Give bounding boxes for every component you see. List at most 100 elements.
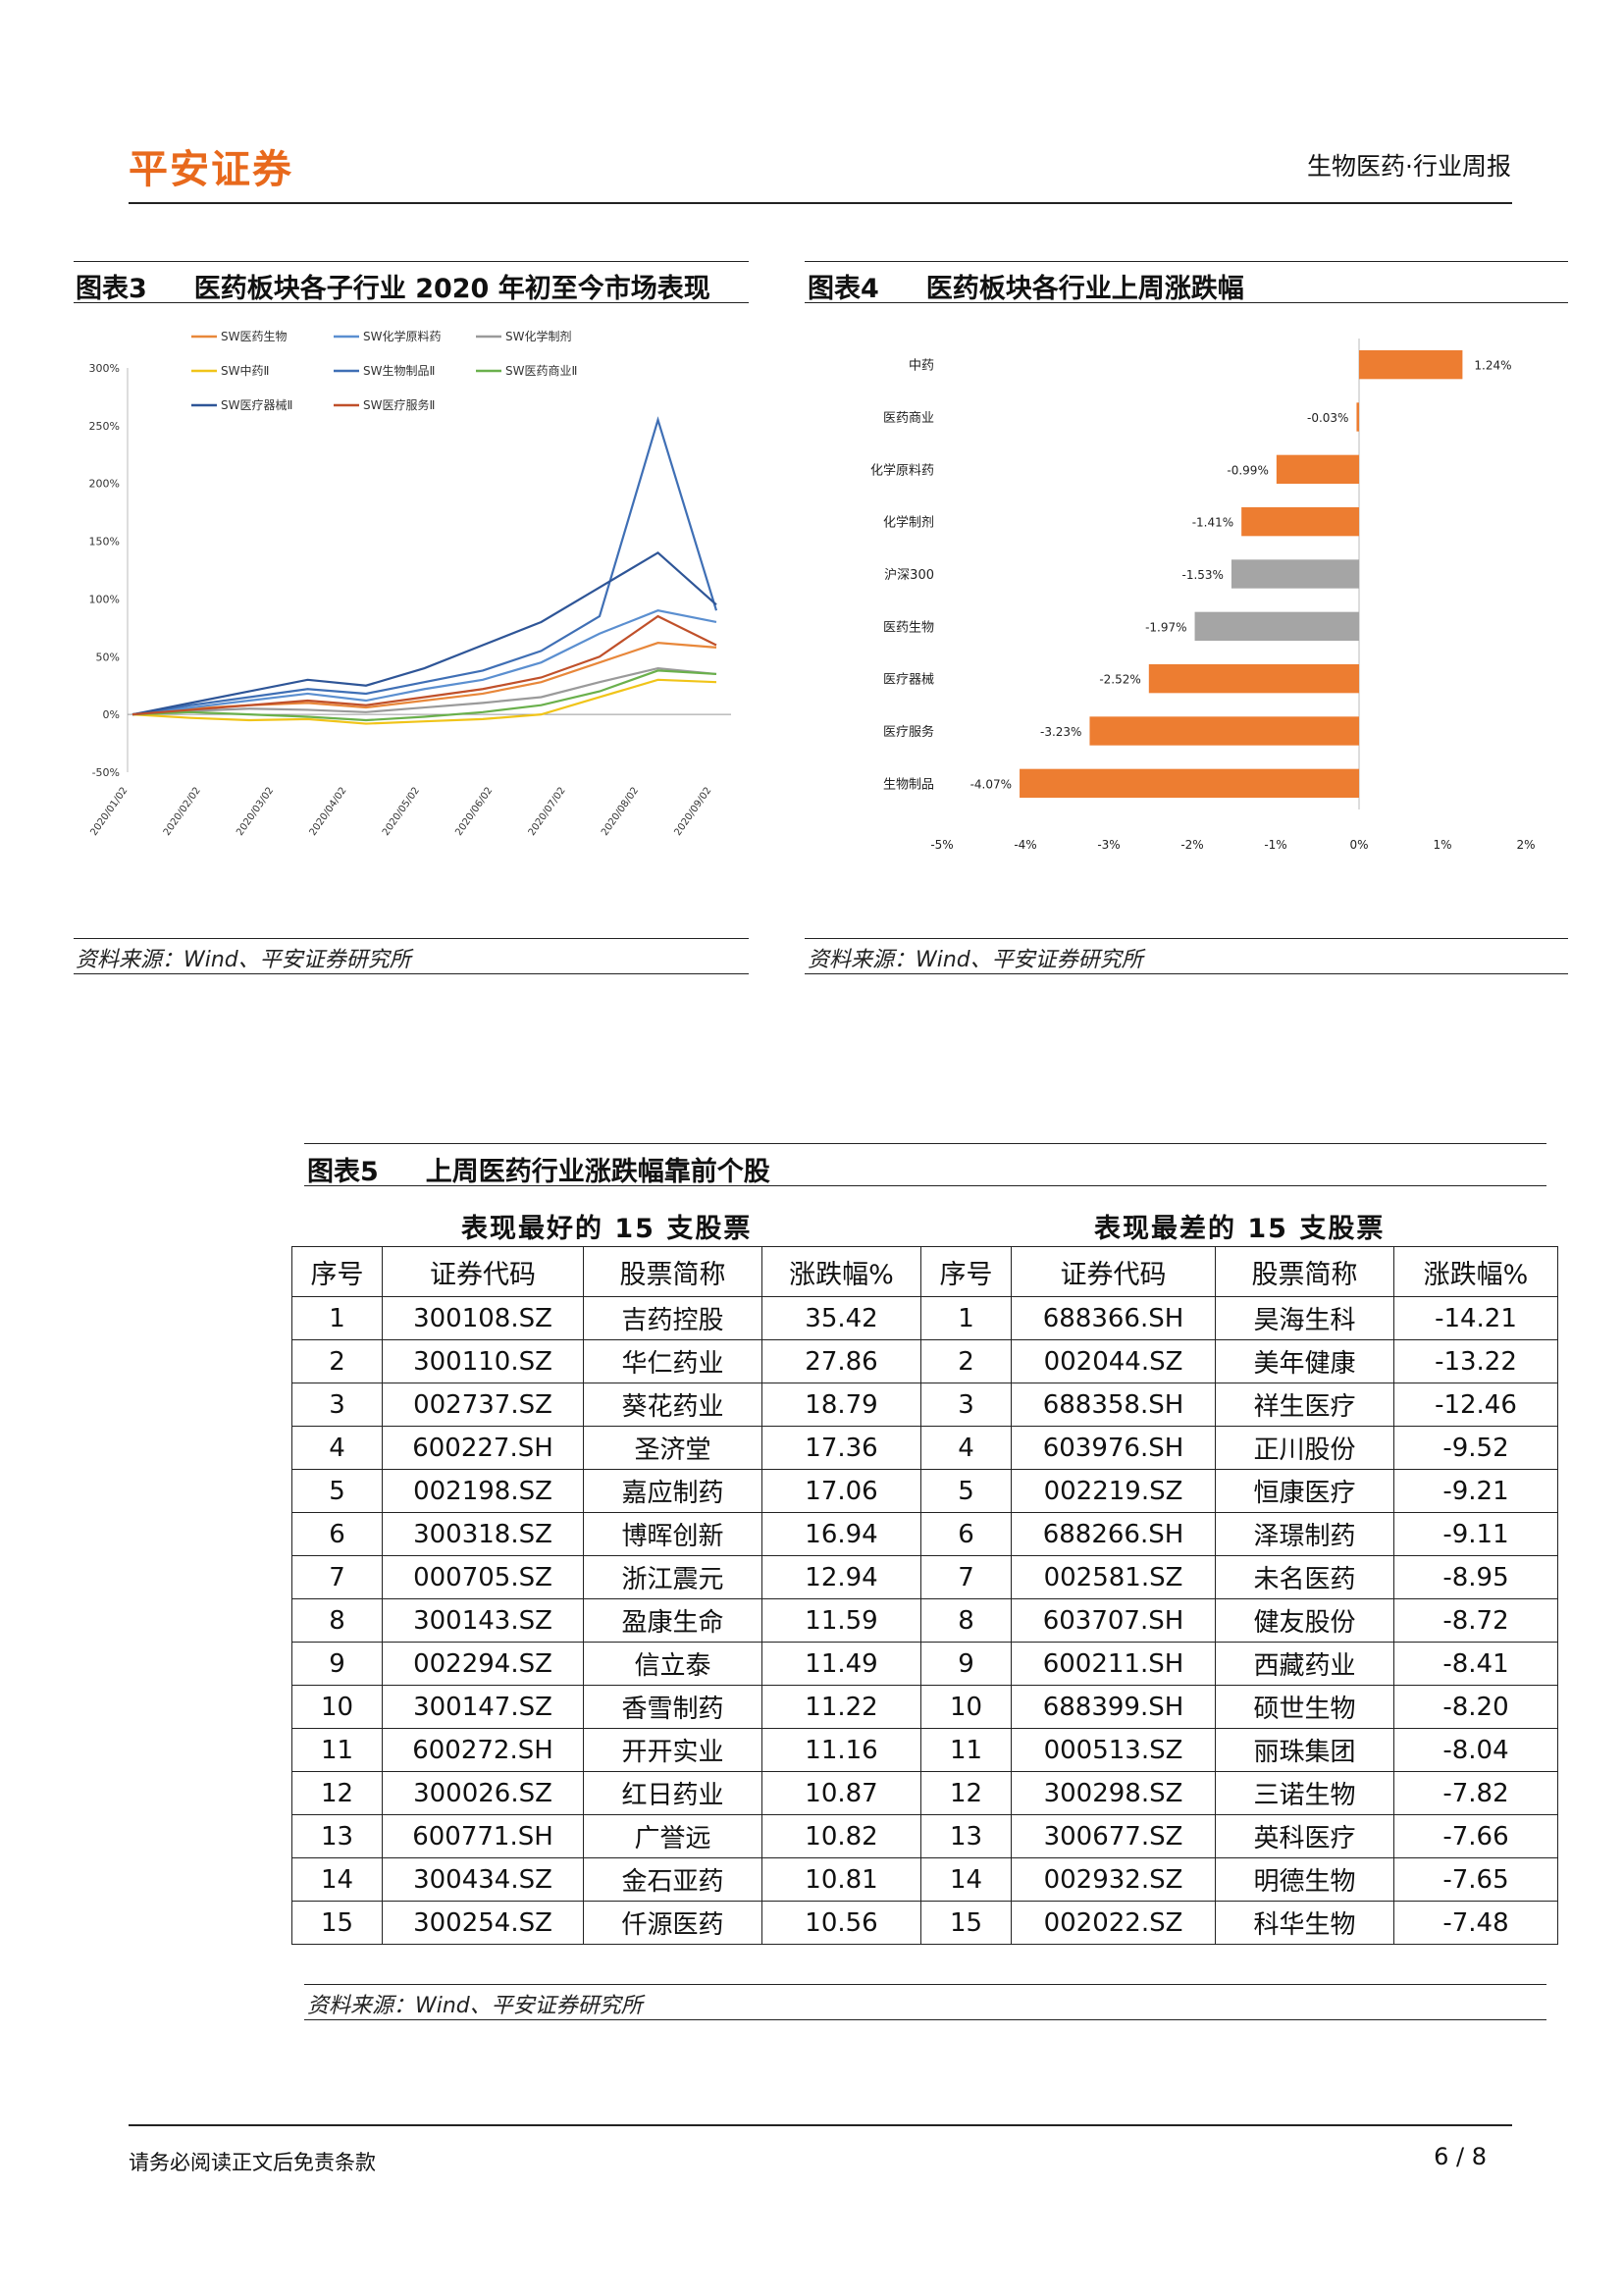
table-cell: 002737.SZ: [382, 1383, 584, 1427]
category-label: 化学制剂: [883, 515, 934, 531]
table-cell: 仟源医药: [583, 1901, 762, 1945]
table-row: 14 300434.SZ 金石亚药 10.81 14 002932.SZ 明德生物 -7.65: [291, 1857, 1558, 1902]
table-cell: 4: [291, 1426, 383, 1470]
table-row: 6 300318.SZ 博晖创新 16.94 6 688266.SH 泽璟制药 -9.11: [291, 1512, 1558, 1556]
series-line: [131, 666, 717, 716]
table-cell: 11.22: [761, 1685, 921, 1729]
table-cell: 浙江震元: [583, 1555, 762, 1599]
fig3-title: 医药板块各子行业 2020 年初至今市场表现: [193, 274, 710, 304]
table-cell: 博晖创新: [583, 1512, 762, 1556]
data-label: -4.07%: [970, 777, 1012, 791]
table-cell: 11.59: [761, 1598, 921, 1643]
data-label: -1.41%: [1192, 516, 1233, 530]
legend-label: SW医药生物: [221, 330, 287, 343]
table-cell: 9: [291, 1642, 383, 1686]
x-tick-label: 2020/02/02: [162, 785, 203, 838]
table-cell: 10.56: [761, 1901, 921, 1945]
column-header: 涨跌幅%: [1393, 1246, 1558, 1297]
table-cell: 000513.SZ: [1011, 1728, 1216, 1772]
bar: [1020, 768, 1359, 798]
table-cell: 16.94: [761, 1512, 921, 1556]
table-cell: 002294.SZ: [382, 1642, 584, 1686]
table-cell: 昊海生科: [1215, 1296, 1394, 1340]
table-cell: 300254.SZ: [382, 1901, 584, 1945]
table-cell: 8: [920, 1598, 1012, 1643]
table-cell: 10.82: [761, 1814, 921, 1858]
table-cell: 300318.SZ: [382, 1512, 584, 1556]
table-cell: 7: [291, 1555, 383, 1599]
table-cell: 10: [291, 1685, 383, 1729]
table-cell: 正川股份: [1215, 1426, 1394, 1470]
table-row: 9 002294.SZ 信立泰 11.49 9 600211.SH 西藏药业 -8.41: [291, 1642, 1558, 1686]
fig5-end-rule: [304, 2019, 1546, 2020]
table-cell: 13: [291, 1814, 383, 1858]
table-cell: 圣济堂: [583, 1426, 762, 1470]
table-cell: -9.11: [1393, 1512, 1558, 1556]
table-row: 3 002737.SZ 葵花药业 18.79 3 688358.SH 祥生医疗 -12.46: [291, 1383, 1558, 1427]
table-cell: -12.46: [1393, 1383, 1558, 1427]
fig5-bottom-rule: [304, 1185, 1546, 1186]
table-cell: 603707.SH: [1011, 1598, 1216, 1643]
category-label: 化学原料药: [870, 462, 934, 478]
category-label: 医药生物: [883, 620, 934, 635]
table-row: 11 600272.SH 开开实业 11.16 11 000513.SZ 丽珠集团 -8.04: [291, 1728, 1558, 1772]
table-cell: 未名医药: [1215, 1555, 1394, 1599]
table-cell: 300110.SZ: [382, 1339, 584, 1383]
column-header: 涨跌幅%: [761, 1246, 921, 1297]
table-cell: 开开实业: [583, 1728, 762, 1772]
table-row: 10 300147.SZ 香雪制药 11.22 10 688399.SH 硕世生物 -8.20: [291, 1685, 1558, 1729]
table-row: 8 300143.SZ 盈康生命 11.59 8 603707.SH 健友股份 -8.72: [291, 1598, 1558, 1643]
table-cell: 9: [920, 1642, 1012, 1686]
category-label: 医药商业: [883, 411, 934, 426]
table-cell: 嘉应制药: [583, 1469, 762, 1513]
table-cell: -7.65: [1393, 1857, 1558, 1902]
data-label: -0.03%: [1307, 411, 1348, 425]
x-tick-label: 2020/01/02: [88, 785, 130, 838]
table-cell: 健友股份: [1215, 1598, 1394, 1643]
table-cell: 300147.SZ: [382, 1685, 584, 1729]
table-cell: 600211.SH: [1011, 1642, 1216, 1686]
table-cell: 11: [291, 1728, 383, 1772]
table-cell: 3: [920, 1383, 1012, 1427]
series-line: [131, 678, 717, 725]
data-label: -2.52%: [1099, 673, 1140, 687]
x-tick-label: 2020/04/02: [308, 785, 349, 838]
best-stocks-title: 表现最好的 15 支股票: [461, 1214, 753, 1244]
fig5-source: 资料来源：Wind、平安证券研究所: [307, 1994, 643, 2018]
table-cell: 300298.SZ: [1011, 1771, 1216, 1815]
table-cell: 600771.SH: [382, 1814, 584, 1858]
table-cell: 10.87: [761, 1771, 921, 1815]
fig4-bar-chart: 中药 1.24% 医药商业 -0.03% 化学原料药 -0.99% 化学制剂 -1.41% 沪深…: [870, 339, 1536, 852]
fig4-title: 医药板块各行业上周涨跌幅: [925, 274, 1244, 304]
fig5-caption: 图表5 上周医药行业涨跌幅靠前个股: [307, 1150, 770, 1188]
table-cell: 英科医疗: [1215, 1814, 1394, 1858]
table-cell: 600272.SH: [382, 1728, 584, 1772]
legend-label: SW生物制品Ⅱ: [363, 364, 435, 378]
fig4-end-rule: [805, 973, 1568, 974]
fig3-caption: 图表3 医药板块各子行业 2020 年初至今市场表现: [76, 267, 710, 305]
table-cell: 14: [920, 1857, 1012, 1902]
table-cell: 600227.SH: [382, 1426, 584, 1470]
footer-divider: [129, 2124, 1512, 2126]
table-cell: 27.86: [761, 1339, 921, 1383]
bar: [1276, 454, 1359, 484]
column-header: 证券代码: [382, 1246, 584, 1297]
bar: [1089, 716, 1359, 746]
table-row: 13 600771.SH 广誉远 10.82 13 300677.SZ 英科医疗 -7.66: [291, 1814, 1558, 1858]
fig3-number: 图表3: [76, 274, 147, 304]
table-cell: 002932.SZ: [1011, 1857, 1216, 1902]
series-line: [131, 669, 717, 722]
table-cell: 三诺生物: [1215, 1771, 1394, 1815]
legend-label: SW化学制剂: [505, 329, 571, 343]
table-cell: 12: [920, 1771, 1012, 1815]
y-tick-label: 200%: [89, 478, 120, 491]
fig5-number: 图表5: [307, 1157, 379, 1187]
table-cell: 688399.SH: [1011, 1685, 1216, 1729]
y-tick-label: 300%: [89, 362, 120, 375]
table-row: 2 300110.SZ 华仁药业 27.86 2 002044.SZ 美年健康 -13.22: [291, 1339, 1558, 1383]
table-cell: 12.94: [761, 1555, 921, 1599]
table-cell: -7.82: [1393, 1771, 1558, 1815]
bar: [1194, 611, 1359, 641]
y-tick-label: 250%: [89, 420, 120, 433]
table-cell: 002044.SZ: [1011, 1339, 1216, 1383]
